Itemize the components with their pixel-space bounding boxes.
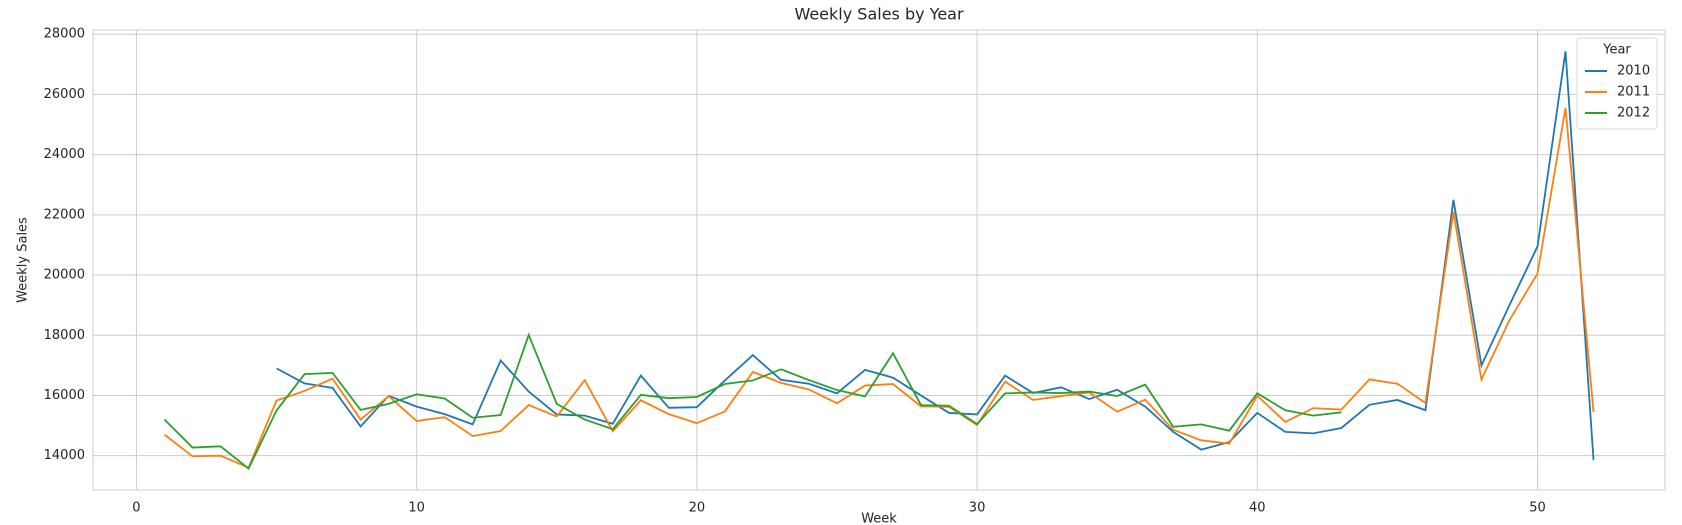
y-tick-label: 26000	[44, 87, 85, 102]
y-tick-label: 22000	[44, 207, 85, 222]
y-tick-label: 24000	[44, 147, 85, 162]
legend-title: Year	[1602, 43, 1631, 58]
y-axis-label: Weekly Sales	[16, 217, 31, 303]
x-tick-label: 20	[689, 501, 706, 516]
legend-box	[1576, 37, 1658, 130]
data-line	[163, 332, 1342, 471]
legend: Year 2010 2011 2012	[1576, 37, 1658, 130]
y-tick-label: 16000	[44, 388, 85, 403]
x-tick-label: 10	[408, 501, 425, 516]
data-line	[163, 107, 1595, 469]
plot-frame	[92, 29, 1666, 491]
chart-title: Weekly Sales by Year	[794, 5, 964, 24]
legend-label: 2010	[1617, 64, 1650, 79]
x-tick-label: 0	[132, 501, 140, 516]
x-tick-label: 50	[1529, 501, 1546, 516]
y-tick-label: 20000	[44, 268, 85, 283]
x-tick-label: 40	[1249, 501, 1266, 516]
legend-label: 2011	[1617, 85, 1650, 100]
x-axis-label: Week	[861, 512, 897, 525]
x-tick-label: 30	[969, 501, 986, 516]
y-tick-label: 28000	[44, 27, 85, 42]
data-line	[276, 51, 1595, 461]
legend-label: 2012	[1617, 106, 1650, 121]
y-tick-label: 18000	[44, 328, 85, 343]
y-tick-label: 14000	[44, 448, 85, 463]
